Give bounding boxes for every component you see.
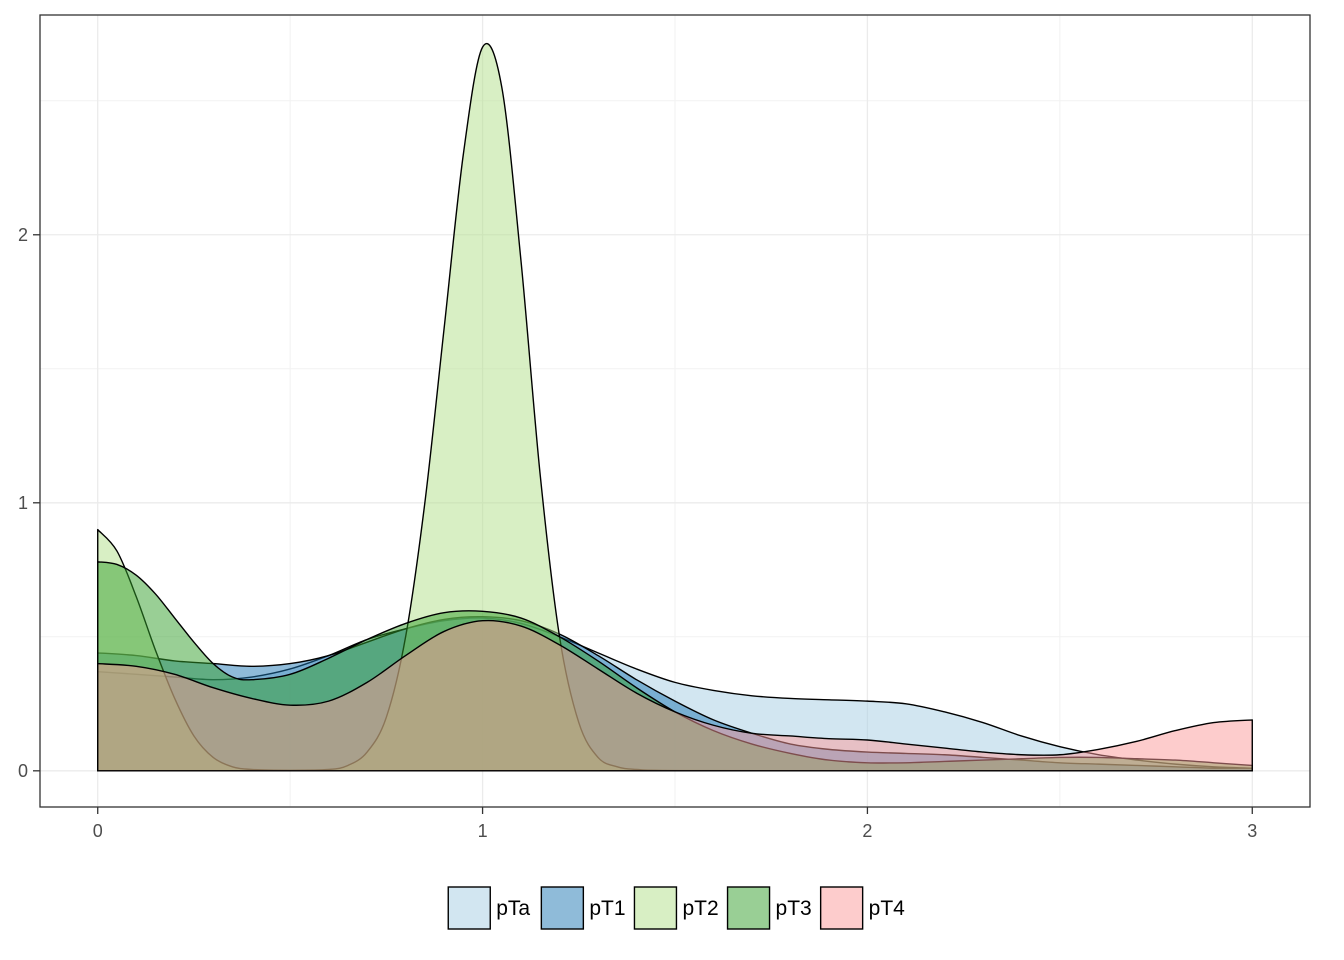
x-tick-label: 1 xyxy=(478,821,488,841)
x-tick-label: 3 xyxy=(1247,821,1257,841)
legend: pTa pT1 pT2 pT3 pT4 xyxy=(447,886,906,930)
y-tick-label: 0 xyxy=(18,761,28,781)
x-axis: 0 1 2 3 xyxy=(93,807,1257,841)
legend-key-pt4 xyxy=(819,886,864,930)
legend-item-pt4: pT4 xyxy=(819,886,906,930)
legend-item-pt2: pT2 xyxy=(633,886,719,930)
legend-key-pt1 xyxy=(540,886,585,930)
x-tick-label: 2 xyxy=(862,821,872,841)
legend-item-pta: pTa xyxy=(447,886,530,930)
legend-label: pT4 xyxy=(869,897,906,920)
legend-key-pta xyxy=(447,886,491,930)
legend-item-pt1: pT1 xyxy=(540,886,626,930)
legend-label: pT1 xyxy=(589,897,625,920)
y-axis: 0 1 2 xyxy=(18,225,40,781)
legend-key-pt3 xyxy=(726,886,771,930)
density-areas xyxy=(97,42,1253,772)
legend-label: pT2 xyxy=(682,897,718,920)
area-pt4 xyxy=(97,619,1253,772)
y-tick-label: 2 xyxy=(18,225,28,245)
x-tick-label: 0 xyxy=(93,821,103,841)
y-tick-label: 1 xyxy=(18,493,28,513)
legend-label: pT3 xyxy=(776,897,812,920)
legend-key-pt2 xyxy=(633,886,678,930)
panel-border xyxy=(39,14,1311,808)
legend-label: pTa xyxy=(496,897,530,920)
legend-item-pt3: pT3 xyxy=(726,886,812,930)
